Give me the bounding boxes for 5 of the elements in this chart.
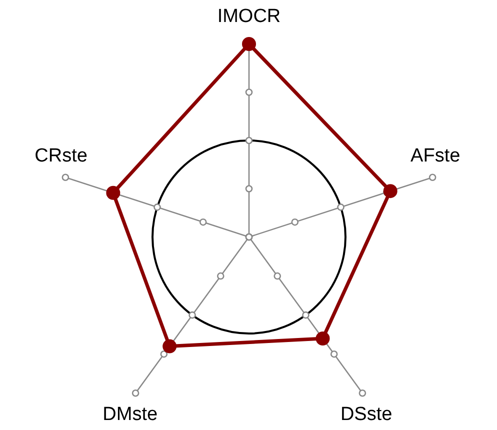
- spoke-label: CRste: [34, 145, 88, 166]
- spoke-label: AFste: [410, 145, 460, 166]
- spoke-label: DMste: [102, 404, 158, 426]
- spoke-label: IMOCR: [217, 6, 281, 27]
- spoke-label: DSste: [340, 404, 392, 426]
